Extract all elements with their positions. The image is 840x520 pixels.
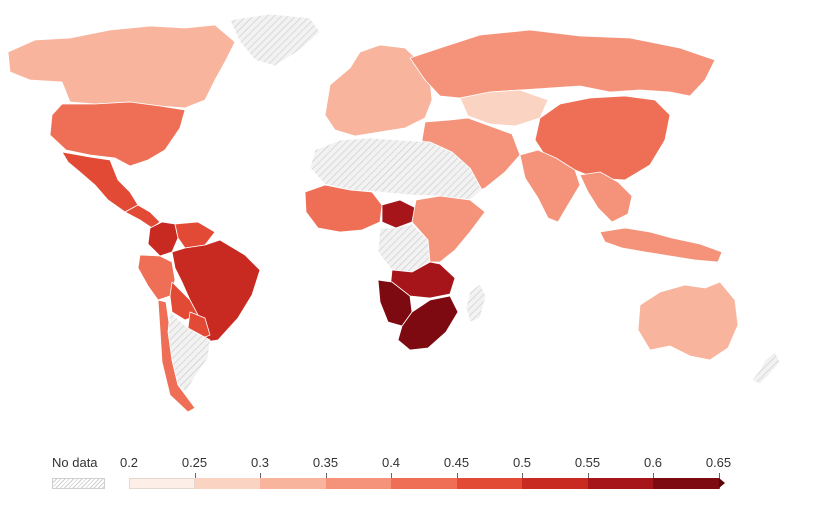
- legend-color-bin: [129, 478, 195, 489]
- legend-color-bin: [194, 478, 260, 489]
- legend-tick-label: 0.5: [512, 455, 532, 470]
- legend-tick-label: 0.65: [705, 455, 732, 470]
- region-bolivia[interactable]: [169, 281, 199, 321]
- region-greenland[interactable]: [229, 13, 321, 67]
- region-chile[interactable]: [157, 299, 196, 413]
- region-peru[interactable]: [137, 254, 176, 301]
- legend-tick-label: 0.35: [312, 455, 339, 470]
- legend-color-bin: [587, 478, 653, 489]
- region-europe[interactable]: [324, 44, 433, 137]
- region-new-zealand[interactable]: [751, 351, 781, 385]
- legend-tick-label: 0.45: [443, 455, 470, 470]
- legend-tick-label: 0.2: [119, 455, 139, 470]
- region-central-america[interactable]: [124, 204, 161, 229]
- legend-color-bin: [522, 478, 588, 489]
- region-canada[interactable]: [7, 24, 236, 109]
- region-argentina[interactable]: [167, 311, 211, 393]
- region-brazil[interactable]: [171, 239, 261, 343]
- region-madagascar[interactable]: [465, 283, 487, 323]
- legend-color-bin: [653, 478, 719, 489]
- legend-tick-label: 0.3: [250, 455, 270, 470]
- region-west-africa[interactable]: [304, 184, 383, 233]
- legend-arrow-icon: [718, 478, 725, 488]
- region-india[interactable]: [519, 149, 581, 223]
- region-east-africa[interactable]: [411, 195, 486, 263]
- legend-tick-label: 0.6: [643, 455, 663, 470]
- region-indonesia[interactable]: [599, 227, 723, 263]
- legend-tick-label: 0.4: [381, 455, 401, 470]
- legend-color-bin: [260, 478, 326, 489]
- region-united-states[interactable]: [49, 101, 186, 167]
- map-legend: No data 0.2 0.25 0.3 0.35 0.4 0.45 0.5 0.55 0.6 0…: [0, 455, 840, 505]
- no-data-label: No data: [52, 455, 98, 470]
- world-map: [7, 13, 781, 413]
- region-central-african-republic[interactable]: [381, 199, 417, 229]
- legend-tick-label: 0.25: [181, 455, 208, 470]
- legend-tick-label: 0.55: [574, 455, 601, 470]
- region-australia[interactable]: [637, 281, 739, 361]
- legend-color-bin: [391, 478, 457, 489]
- no-data-swatch: [52, 478, 105, 489]
- region-north-africa[interactable]: [309, 137, 483, 201]
- region-colombia[interactable]: [147, 221, 179, 257]
- region-russia[interactable]: [409, 29, 716, 99]
- legend-color-bin: [325, 478, 391, 489]
- legend-color-bin: [456, 478, 522, 489]
- region-south-africa[interactable]: [397, 295, 459, 351]
- region-southeast-asia[interactable]: [579, 171, 633, 223]
